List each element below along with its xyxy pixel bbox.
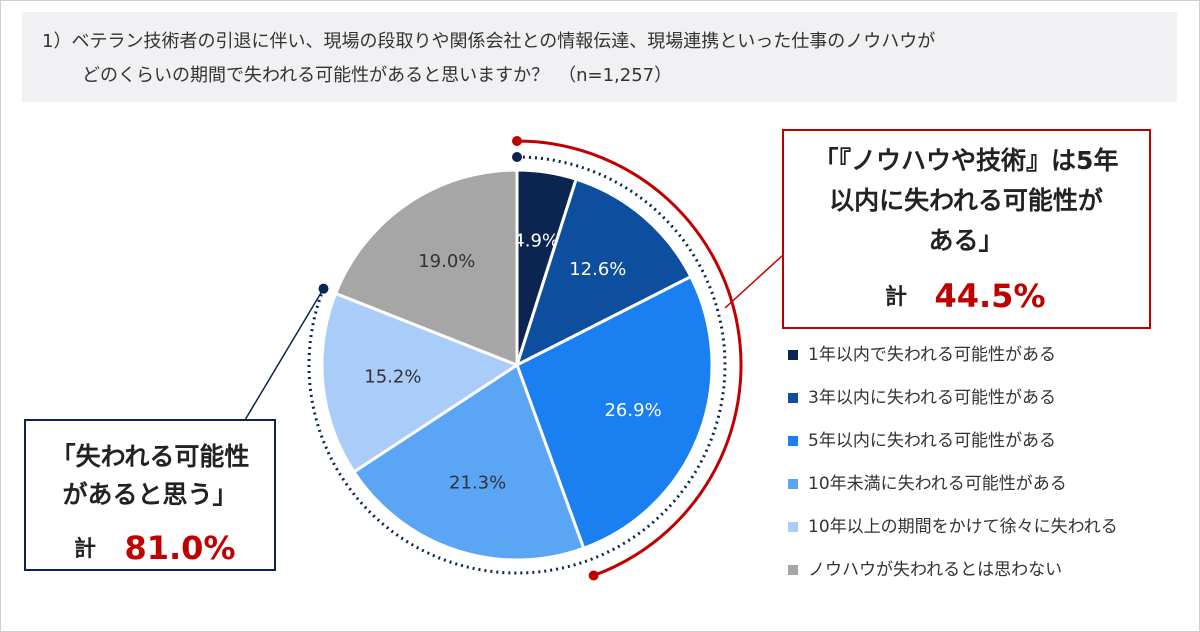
- connector: [244, 288, 325, 421]
- annotation-box: [782, 129, 1151, 329]
- annotation-box: [24, 419, 276, 571]
- title-line: どのくらいの期間で失われる可能性があると思いますか？ （n=1,257）: [82, 65, 672, 86]
- annotation-text: があると思う」: [62, 480, 237, 509]
- annotation-total: 44.5%: [934, 277, 1045, 315]
- title-bg: [22, 12, 1177, 102]
- legend-label: 5年以内に失われる可能性がある: [808, 431, 1056, 451]
- data-label: 26.9%: [604, 400, 661, 421]
- legend-swatch: [788, 436, 798, 446]
- pie-slice: [514, 177, 693, 368]
- bracket-81-end: [512, 152, 522, 162]
- annotation-text: 以内に失われる可能性が: [829, 186, 1103, 215]
- data-label: 12.6%: [569, 259, 626, 280]
- data-label: 19.0%: [418, 251, 475, 272]
- bracket-44-end: [588, 570, 599, 581]
- annotation-text: ある」: [928, 226, 1003, 255]
- bracket-81: [307, 155, 727, 575]
- data-label: 4.9%: [513, 231, 559, 252]
- annotation-total-label: 計: [74, 536, 96, 562]
- bracket-44: [516, 139, 743, 577]
- legend-swatch: [788, 565, 798, 575]
- pie-slice: [333, 168, 519, 368]
- pie-slice: [515, 274, 714, 551]
- title-line: 1）ベテラン技術者の引退に伴い、現場の段取りや関係会社との情報伝達、現場連携とい…: [42, 31, 935, 52]
- annotation-total: 81.0%: [124, 529, 235, 567]
- legend-swatch: [788, 522, 798, 532]
- bracket-44-end: [512, 136, 522, 146]
- data-label: 15.2%: [364, 367, 421, 388]
- pie-slice: [351, 362, 586, 562]
- legend-label: 10年以上の期間をかけて徐々に失われる: [808, 517, 1118, 537]
- legend-label: 3年以内に失われる可能性がある: [808, 388, 1056, 408]
- annotation-total-label: 計: [885, 284, 907, 310]
- connector: [724, 254, 784, 309]
- legend-swatch: [788, 479, 798, 489]
- data-label: 21.3%: [449, 472, 506, 493]
- legend-swatch: [788, 350, 798, 360]
- annotation-text: 「失われる可能性: [51, 442, 250, 471]
- annotation-text: 「『ノウハウや技術』は5年: [814, 146, 1119, 175]
- legend-label: ノウハウが失われるとは思わない: [808, 560, 1062, 580]
- pie-slice: [320, 291, 521, 474]
- legend-swatch: [788, 393, 798, 403]
- legend-label: 1年以内で失われる可能性がある: [808, 345, 1056, 365]
- legend-label: 10年未満に失われる可能性がある: [808, 474, 1067, 494]
